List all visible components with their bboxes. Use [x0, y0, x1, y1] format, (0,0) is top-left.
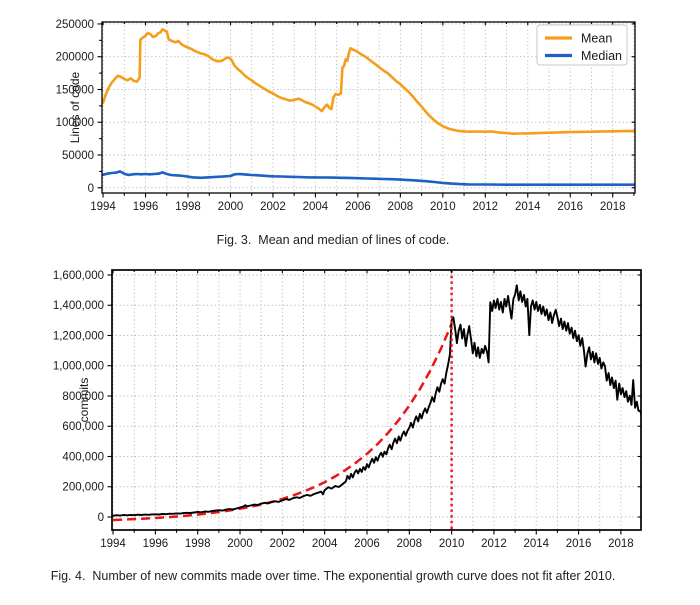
svg-text:200,000: 200,000 [62, 482, 104, 494]
svg-text:1998: 1998 [175, 201, 201, 213]
fig3-tick-labels: 1994 1996 1998 2000 2002 2004 2006 2008 2010 2012… [56, 19, 626, 213]
svg-text:2016: 2016 [557, 201, 583, 213]
fig4-series-commits [112, 284, 641, 517]
svg-text:800,000: 800,000 [62, 391, 104, 403]
fig4-ylabel: commits [77, 378, 91, 423]
svg-text:2006: 2006 [354, 538, 380, 550]
fig4-caption: Fig. 4. Number of new commits made over … [50, 569, 616, 583]
svg-text:2014: 2014 [515, 201, 541, 213]
svg-text:2000: 2000 [227, 538, 253, 550]
fig3-series-mean [102, 27, 635, 135]
fig4-series-exponential-fit [113, 323, 453, 522]
svg-text:1998: 1998 [185, 538, 211, 550]
svg-text:250000: 250000 [56, 19, 94, 31]
fig3-chart: 1994 1996 1998 2000 2002 2004 2006 2008 2010 2012… [56, 19, 636, 213]
svg-text:2008: 2008 [388, 201, 414, 213]
svg-text:1996: 1996 [133, 201, 159, 213]
svg-text:2006: 2006 [345, 201, 371, 213]
svg-text:2004: 2004 [303, 201, 329, 213]
svg-text:2002: 2002 [270, 538, 296, 550]
fig3-frame [101, 21, 636, 194]
svg-text:1994: 1994 [100, 538, 126, 550]
svg-text:2012: 2012 [472, 201, 498, 213]
svg-text:1,400,000: 1,400,000 [53, 300, 104, 312]
fig3-legend-label-mean: Mean [581, 32, 612, 46]
svg-text:100000: 100000 [56, 117, 94, 129]
fig3-grid [102, 22, 635, 193]
svg-text:0: 0 [88, 183, 94, 195]
svg-text:2010: 2010 [430, 201, 456, 213]
svg-text:2008: 2008 [397, 538, 423, 550]
svg-text:2004: 2004 [312, 538, 338, 550]
svg-text:2000: 2000 [218, 201, 244, 213]
svg-text:600,000: 600,000 [62, 421, 104, 433]
svg-text:1,000,000: 1,000,000 [53, 361, 104, 373]
fig3-legend: Mean Median [536, 24, 628, 66]
svg-text:150000: 150000 [56, 84, 94, 96]
svg-text:2012: 2012 [481, 538, 507, 550]
fig4-chart: 1994 1996 1998 2000 2002 2004 2006 2008 2010 2012… [53, 269, 642, 550]
fig3-caption: Fig. 3. Mean and median of lines of code… [216, 233, 450, 247]
svg-text:0: 0 [98, 512, 104, 524]
svg-text:400,000: 400,000 [62, 451, 104, 463]
svg-text:2016: 2016 [566, 538, 592, 550]
svg-text:1994: 1994 [90, 201, 116, 213]
fig4-frame [111, 269, 642, 531]
svg-text:1996: 1996 [143, 538, 169, 550]
fig3-legend-label-median: Median [581, 49, 622, 63]
fig3-ylabel: Lines of code [68, 71, 82, 143]
svg-text:1,600,000: 1,600,000 [53, 270, 104, 282]
svg-text:50000: 50000 [62, 150, 94, 162]
fig3-ticks [97, 22, 635, 198]
fig4-ticks [107, 270, 641, 535]
fig4-tick-labels: 1994 1996 1998 2000 2002 2004 2006 2008 2010 2012… [53, 270, 634, 550]
svg-text:2018: 2018 [600, 201, 626, 213]
fig4-grid [112, 270, 641, 530]
fig3-series-median [102, 170, 635, 186]
svg-text:200000: 200000 [56, 52, 94, 64]
svg-text:1,200,000: 1,200,000 [53, 330, 104, 342]
svg-text:2010: 2010 [439, 538, 465, 550]
svg-text:2002: 2002 [260, 201, 286, 213]
svg-text:2014: 2014 [523, 538, 549, 550]
svg-text:2018: 2018 [608, 538, 634, 550]
